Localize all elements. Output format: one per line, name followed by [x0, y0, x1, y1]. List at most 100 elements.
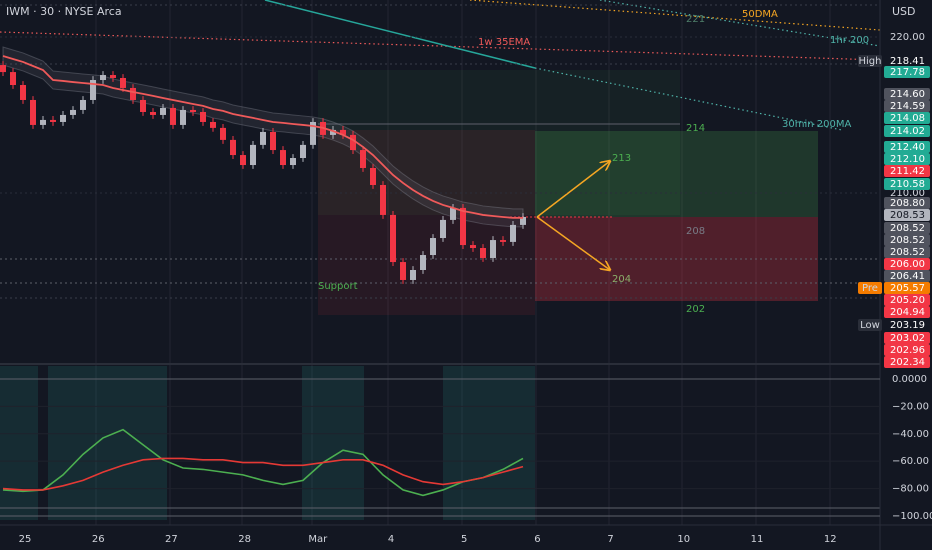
candle-body	[480, 248, 486, 258]
price-tag	[884, 55, 930, 67]
x-tick-label: Mar	[308, 534, 328, 545]
candle-body	[240, 155, 246, 166]
x-tick-label: 26	[92, 534, 105, 545]
candle-body	[150, 111, 156, 115]
price-tag-label: 203.19	[890, 320, 925, 331]
price-tag	[884, 258, 930, 270]
tag-prefix-box	[858, 319, 882, 331]
price-tag	[884, 88, 930, 100]
candle-body	[90, 80, 96, 100]
y-tick-label: −60.00	[892, 456, 929, 467]
price-tag-label: 212.40	[890, 142, 925, 153]
price-tag	[884, 319, 930, 331]
candle-body	[40, 119, 46, 125]
osc-line	[2, 428, 524, 497]
annotation: 208	[686, 226, 705, 237]
price-tag-label: 205.20	[890, 295, 925, 306]
price-tag	[884, 209, 930, 221]
annotation: 221	[686, 14, 705, 25]
price-tag-label: 214.59	[890, 101, 925, 112]
price-tag	[884, 294, 930, 306]
y-tick-label: 0.0000	[892, 374, 927, 385]
y-tick-label: −80.00	[892, 484, 929, 495]
candle-body	[300, 144, 306, 159]
price-tag-label: 204.94	[890, 307, 925, 318]
annotation: 30min 200MA	[782, 119, 851, 130]
price-tag	[884, 332, 930, 344]
price-tag-label: 214.02	[890, 126, 925, 137]
candle-body	[450, 207, 456, 220]
candle-body	[440, 219, 446, 239]
price-tag-label: 208.53	[890, 210, 925, 221]
candle-body	[340, 129, 346, 135]
candle-body	[280, 150, 286, 166]
ma-line	[264, 0, 536, 69]
y-tick-label: 220.00	[890, 32, 925, 43]
x-tick-label: 7	[607, 534, 613, 545]
price-tag-label: 210.58	[890, 179, 925, 190]
price-tag	[884, 282, 930, 294]
price-tag-label: 208.52	[890, 247, 925, 258]
candle-body	[500, 240, 506, 242]
price-tag	[884, 234, 930, 246]
candle-body	[10, 72, 16, 86]
x-tick-label: 6	[534, 534, 540, 545]
price-tag-label: 208.80	[890, 198, 925, 209]
price-tag	[884, 344, 930, 356]
candle-body	[370, 167, 376, 185]
x-tick-label: 27	[165, 534, 178, 545]
drawings	[0, 0, 880, 315]
y-tick-label: −40.00	[892, 429, 929, 440]
price-tag-label: 211.42	[890, 166, 925, 177]
candle-body	[380, 184, 386, 215]
annotation: Support	[318, 281, 358, 292]
price-tag-label: 214.60	[890, 89, 925, 100]
price-tag-label: 212.10	[890, 154, 925, 165]
candle-body	[410, 270, 416, 280]
price-tag-label: 203.02	[890, 333, 925, 344]
candle-body	[420, 255, 426, 270]
price-tag	[884, 100, 930, 112]
price-tag	[884, 153, 930, 165]
price-tag	[884, 141, 930, 153]
candle-body	[100, 75, 106, 81]
price-tag-label: 202.96	[890, 345, 925, 356]
price-tag-label: 206.41	[890, 271, 925, 282]
ema-line	[2, 55, 523, 219]
currency: USD	[892, 5, 916, 18]
candle-body	[360, 150, 366, 168]
candle-body	[110, 75, 116, 78]
x-tick-label: 4	[388, 534, 394, 545]
y-tick-label: −100.00	[892, 511, 932, 522]
ma-line	[469, 0, 880, 31]
candle-body	[200, 111, 206, 122]
candle-body	[20, 85, 26, 100]
price-tag	[884, 112, 930, 124]
price-tag	[884, 66, 930, 78]
price-tag	[884, 270, 930, 282]
tag-prefix: High	[859, 56, 882, 67]
candle-body	[390, 214, 396, 263]
candle-body	[140, 99, 146, 112]
candle-body	[30, 99, 36, 125]
annotation: 1hr 200	[830, 35, 869, 46]
zone	[318, 130, 535, 315]
price-tag	[884, 356, 930, 368]
price-tag	[884, 178, 930, 190]
price-tag	[884, 222, 930, 234]
tag-prefix-box	[858, 282, 882, 294]
x-tick-label: 11	[751, 534, 764, 545]
candle-body	[270, 131, 276, 151]
x-tick-label: 12	[824, 534, 837, 545]
tag-prefix: Pre	[862, 283, 878, 294]
candle-body	[470, 245, 476, 249]
candle-body	[400, 262, 406, 280]
candle-body	[310, 121, 316, 145]
annotation: 204	[612, 274, 631, 285]
price-tag-label: 218.41	[890, 56, 925, 67]
annotation: 213	[612, 153, 631, 164]
candle-body	[330, 129, 336, 135]
annotation: 214	[686, 123, 705, 134]
candle-body	[220, 127, 226, 140]
